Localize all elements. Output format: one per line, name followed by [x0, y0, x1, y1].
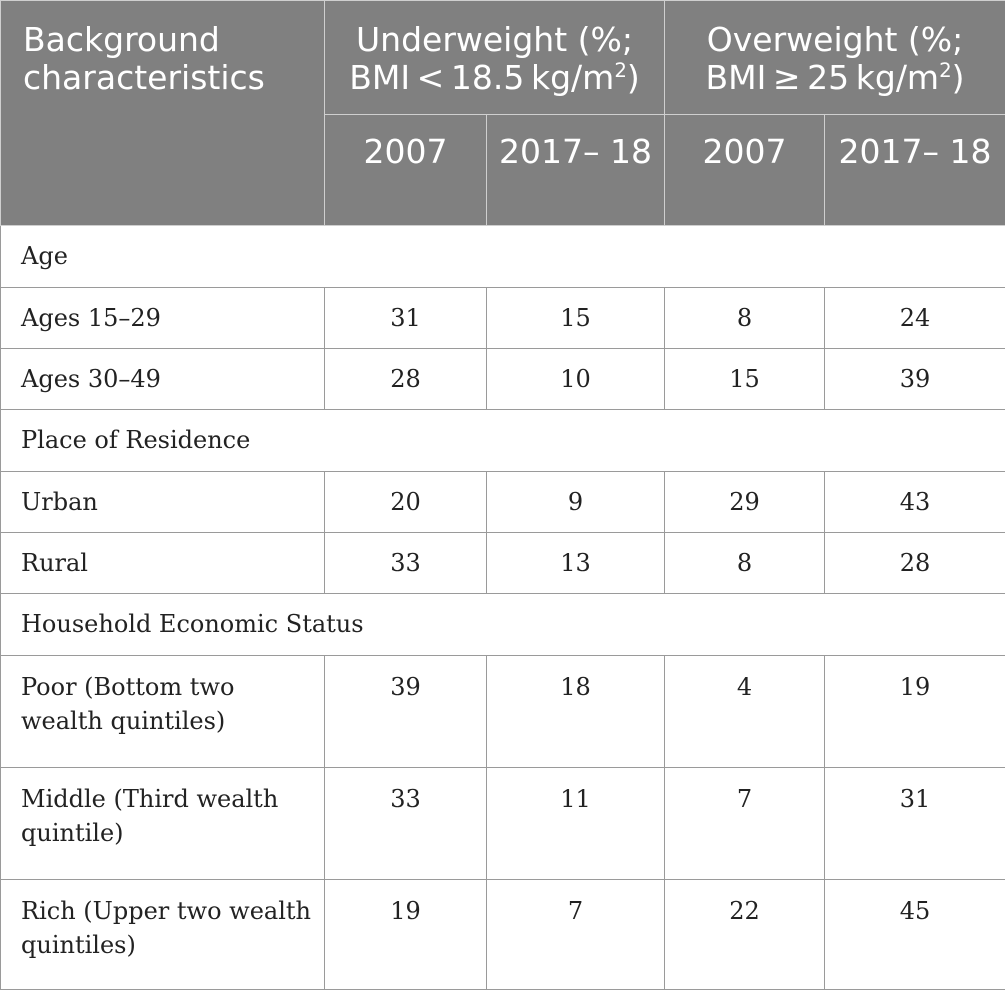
table-header: Background characteristics Underweight (… — [0, 0, 1005, 226]
underweight-header-sup: 2 — [614, 59, 627, 82]
cell-value: 43 — [824, 471, 1005, 533]
cell-value: 24 — [824, 287, 1005, 349]
section-row-age: Age — [0, 225, 1005, 288]
cell-value: 15 — [664, 348, 826, 410]
cell-value: 33 — [324, 532, 487, 594]
overweight-header: Overweight (%; BMI ≥ 25 kg/m2) — [664, 0, 1005, 115]
year-header-overweight-2017-18: 2017– 18 — [824, 114, 1005, 226]
table-row: Poor (Bottom two wealth quintiles) 39 18… — [0, 655, 1005, 768]
overweight-header-text: Overweight (%; BMI ≥ 25 kg/m — [705, 20, 964, 97]
row-label: Ages 30–49 — [0, 348, 325, 410]
cell-value: 11 — [485, 767, 666, 880]
row-label: Rich (Upper two wealth quintiles) — [0, 879, 325, 990]
cell-value: 45 — [824, 879, 1005, 990]
year-header-underweight-2007: 2007 — [324, 114, 487, 226]
table-row: Ages 30–49 28 10 15 39 — [0, 348, 1005, 410]
year-header-underweight-2017-18: 2017– 18 — [485, 114, 666, 226]
underweight-header-text: Underweight (%; BMI < 18.5 kg/m — [349, 20, 633, 97]
section-title: Household Economic Status — [0, 593, 1005, 656]
table-row: Ages 15–29 31 15 8 24 — [0, 287, 1005, 349]
cell-value: 29 — [664, 471, 826, 533]
cell-value: 19 — [324, 879, 487, 990]
underweight-header: Underweight (%; BMI < 18.5 kg/m2) — [323, 0, 666, 115]
cell-value: 4 — [664, 655, 826, 768]
cell-value: 15 — [485, 287, 666, 349]
row-label: Middle (Third wealth quintile) — [0, 767, 325, 880]
row-label: Poor (Bottom two wealth quintiles) — [0, 655, 325, 768]
overweight-header-sup: 2 — [939, 59, 952, 82]
cell-value: 39 — [324, 655, 487, 768]
year-header-overweight-2007: 2007 — [664, 114, 826, 226]
table-body: Age Ages 15–29 31 15 8 24 Ages 30–49 28 … — [0, 225, 1005, 990]
cell-value: 28 — [324, 348, 487, 410]
row-label: Urban — [0, 471, 325, 533]
cell-value: 22 — [664, 879, 826, 990]
table-row: Middle (Third wealth quintile) 33 11 7 3… — [0, 767, 1005, 880]
overweight-header-close: ) — [951, 58, 965, 97]
cell-value: 31 — [324, 287, 487, 349]
cell-value: 13 — [485, 532, 666, 594]
cell-value: 39 — [824, 348, 1005, 410]
cell-value: 33 — [324, 767, 487, 880]
cell-value: 9 — [485, 471, 666, 533]
cell-value: 8 — [664, 287, 826, 349]
table-row: Urban 20 9 29 43 — [0, 471, 1005, 533]
section-title: Place of Residence — [0, 409, 1005, 472]
underweight-header-close: ) — [626, 58, 640, 97]
cell-value: 7 — [485, 879, 666, 990]
background-characteristics-header: Background characteristics — [0, 0, 325, 226]
section-row-household-economic-status: Household Economic Status — [0, 593, 1005, 656]
table-row: Rural 33 13 8 28 — [0, 532, 1005, 594]
cell-value: 20 — [324, 471, 487, 533]
cell-value: 10 — [485, 348, 666, 410]
cell-value: 19 — [824, 655, 1005, 768]
cell-value: 28 — [824, 532, 1005, 594]
cell-value: 18 — [485, 655, 666, 768]
row-label: Rural — [0, 532, 325, 594]
cell-value: 31 — [824, 767, 1005, 880]
cell-value: 8 — [664, 532, 826, 594]
table-row: Rich (Upper two wealth quintiles) 19 7 2… — [0, 879, 1005, 990]
section-title: Age — [0, 225, 1005, 288]
cell-value: 7 — [664, 767, 826, 880]
row-label: Ages 15–29 — [0, 287, 325, 349]
section-row-place-of-residence: Place of Residence — [0, 409, 1005, 472]
